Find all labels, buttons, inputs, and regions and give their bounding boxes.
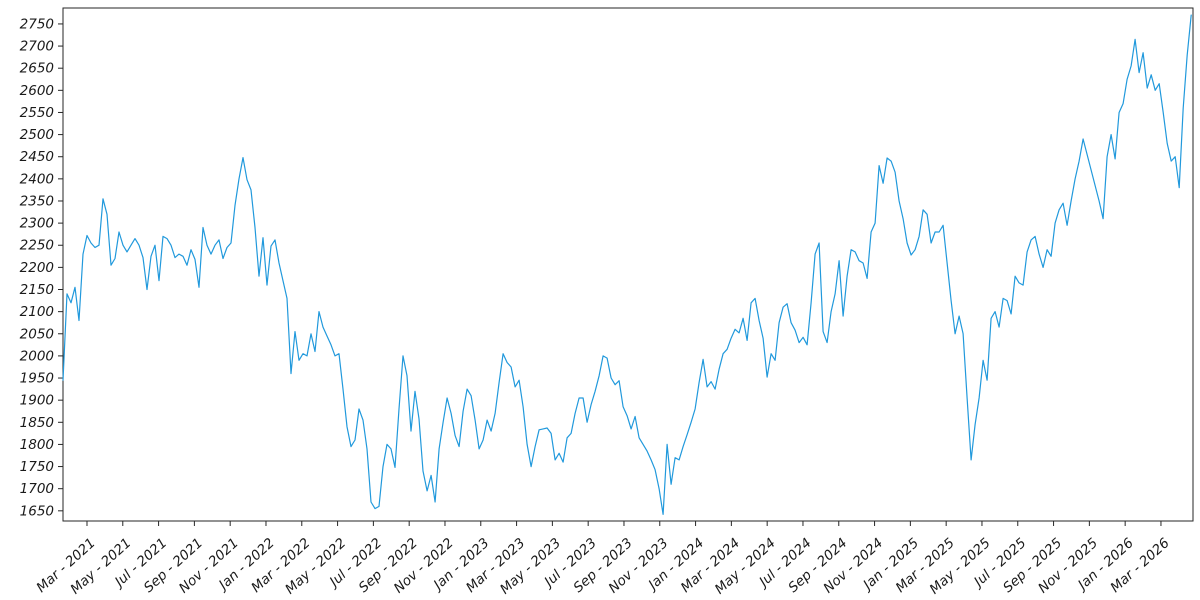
y-tick-label: 2200	[20, 260, 54, 276]
y-tick-label: 2500	[20, 127, 54, 143]
y-tick-label: 2450	[20, 149, 54, 165]
plot-border	[62, 7, 1194, 522]
y-tick-label: 1700	[20, 481, 54, 497]
y-tick-label: 2650	[20, 61, 54, 77]
y-tick-label: 2550	[20, 105, 54, 121]
y-tick-label: 2000	[20, 348, 54, 364]
y-tick-label: 1650	[20, 503, 54, 519]
y-tick-label: 2600	[20, 83, 54, 99]
price-line-series	[62, 14, 1192, 516]
y-tick-label: 1900	[20, 393, 54, 409]
y-tick-label: 1850	[20, 415, 54, 431]
y-tick-label: 2150	[20, 282, 54, 298]
y-tick-label: 2750	[20, 16, 54, 32]
y-tick-label: 2700	[20, 39, 54, 55]
y-tick-label: 1800	[20, 437, 54, 453]
y-tick-label: 1950	[20, 371, 54, 387]
y-tick-label: 2050	[20, 326, 54, 342]
y-tick-label: 1750	[20, 459, 54, 475]
y-tick-label: 2350	[20, 193, 54, 209]
y-tick-label: 2400	[20, 171, 54, 187]
y-tick-label: 2250	[20, 238, 54, 254]
y-tick-label: 2300	[20, 216, 54, 232]
y-tick-label: 2100	[20, 304, 54, 320]
